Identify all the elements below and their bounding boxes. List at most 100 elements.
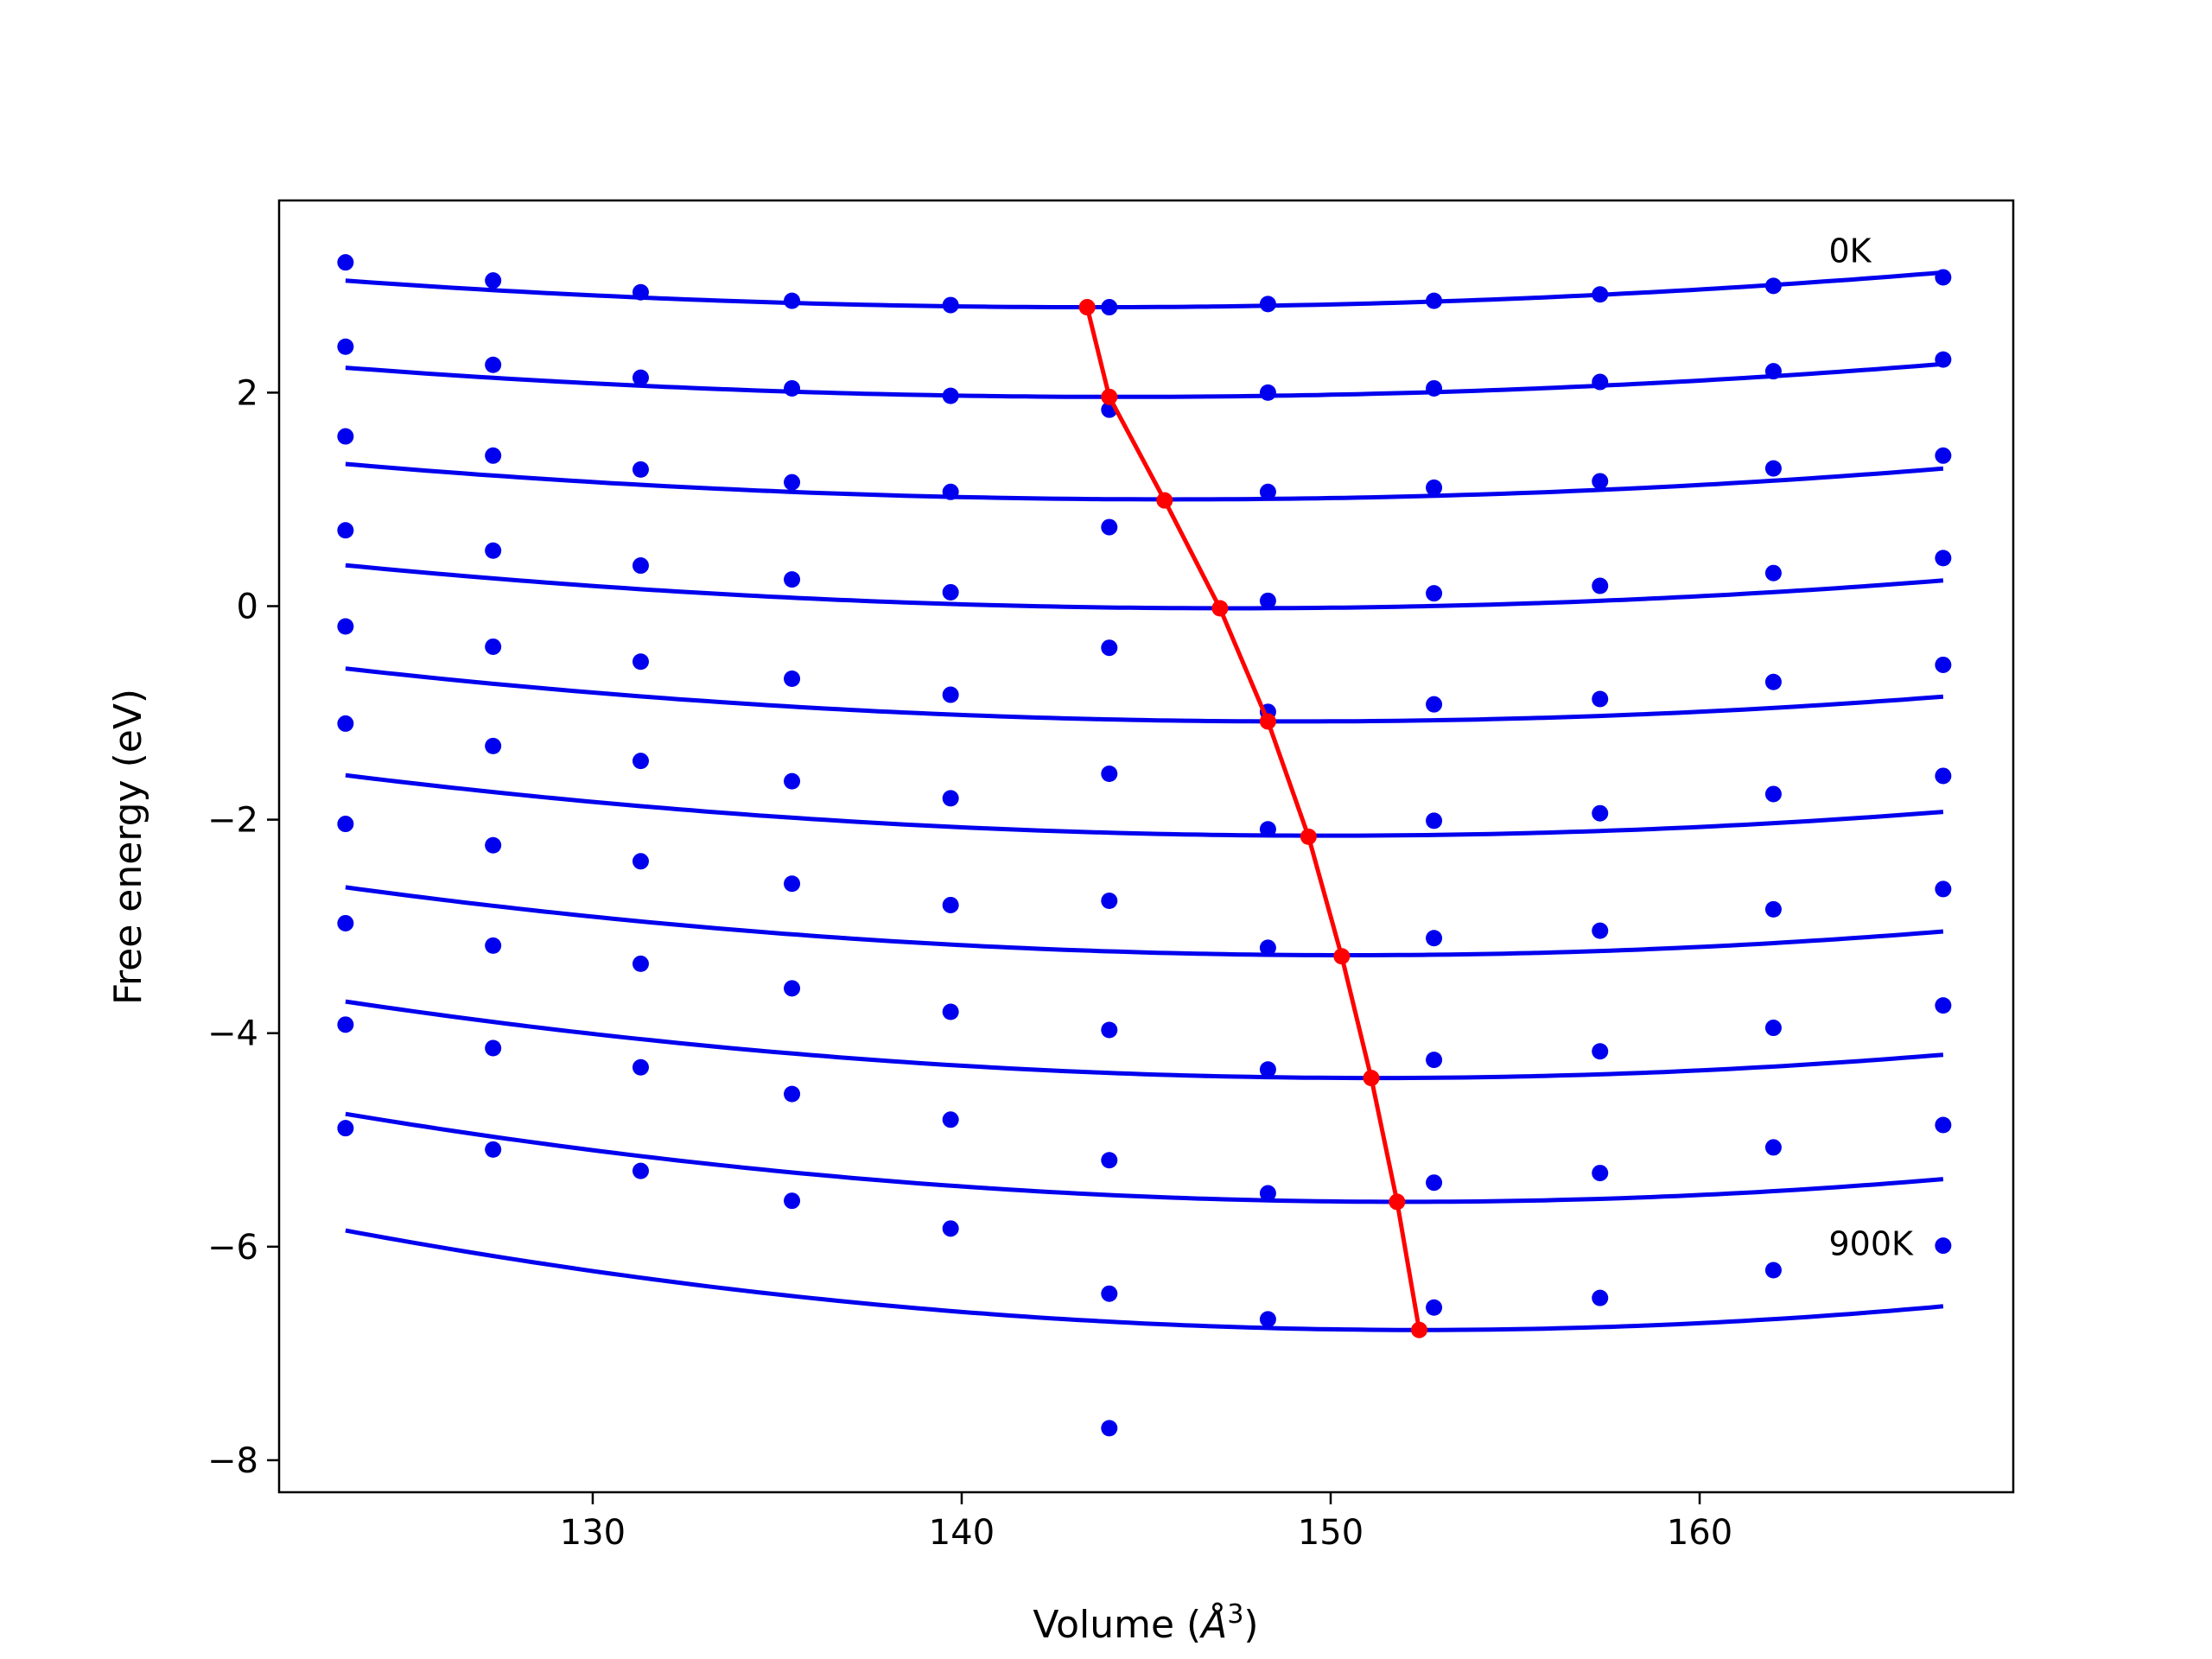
- y-tick-label-4: −6: [207, 1228, 258, 1268]
- data-point-9-3: [632, 1058, 649, 1076]
- data-point-8-6: [1101, 1152, 1118, 1169]
- data-point-7-4: [784, 875, 801, 893]
- data-point-10-11: [1935, 1237, 1952, 1255]
- y-tick-label-5: −8: [207, 1441, 258, 1481]
- data-point-4-5: [942, 583, 959, 601]
- data-point-5-5: [942, 686, 959, 703]
- data-point-9-6: [1101, 1285, 1118, 1302]
- fit-curve-9: [345, 1111, 1944, 1205]
- data-point-6-1: [337, 715, 354, 732]
- data-point-8-2: [485, 937, 502, 954]
- data-point-4-11: [1935, 550, 1952, 567]
- data-point-4-8: [1426, 585, 1443, 602]
- y-tick-label-0: 2: [237, 373, 258, 413]
- x-axis-ticks: 130 140 150 160: [560, 1492, 1732, 1553]
- data-point-2-5: [942, 387, 959, 404]
- data-point-6-9: [1592, 804, 1609, 822]
- data-point-8-1: [337, 914, 354, 931]
- data-point-10-9: [1592, 1289, 1609, 1306]
- data-point-6-10: [1764, 785, 1782, 803]
- data-point-10-8: [1426, 1299, 1443, 1316]
- y-tick-label-1: 0: [237, 588, 258, 627]
- data-point-8-8: [1426, 1052, 1443, 1069]
- data-point-9-5: [942, 1111, 959, 1128]
- data-point-7-8: [1426, 930, 1443, 947]
- y-axis-label: Free energy (eV): [106, 689, 150, 1005]
- data-point-3-10: [1764, 460, 1782, 477]
- data-point-5-6: [1101, 765, 1118, 782]
- fit-curve-10: [345, 1228, 1944, 1332]
- data-point-10-5: [942, 1220, 959, 1237]
- data-point-10-7: [1259, 1311, 1276, 1328]
- data-point-3-7: [1259, 483, 1276, 500]
- data-point-1-4: [784, 292, 801, 309]
- data-point-6-8: [1426, 812, 1443, 830]
- data-point-5-10: [1764, 673, 1782, 690]
- data-point-1-11: [1935, 269, 1952, 286]
- data-point-5-3: [632, 653, 649, 671]
- minimum-point-2: [1101, 388, 1118, 405]
- data-point-5-4: [784, 671, 801, 688]
- fit-curve-4: [345, 563, 1944, 611]
- minimum-energy-line: [1078, 299, 1427, 1338]
- data-point-4-7: [1259, 592, 1276, 609]
- data-point-7-11: [1935, 880, 1952, 898]
- data-point-4-10: [1764, 564, 1782, 582]
- data-point-7-10: [1764, 900, 1782, 918]
- x-axis-label-exponent: 3: [1227, 1599, 1243, 1630]
- data-point-7-3: [632, 853, 649, 870]
- x-tick-label-140: 140: [929, 1513, 995, 1553]
- x-tick-label-130: 130: [560, 1513, 626, 1553]
- data-point-4-1: [337, 522, 354, 539]
- data-point-6-5: [942, 790, 959, 807]
- data-point-9-1: [337, 1016, 354, 1033]
- x-tick-label-160: 160: [1667, 1513, 1732, 1553]
- fit-curve-7: [345, 885, 1944, 957]
- x-tick-label-150: 150: [1298, 1513, 1363, 1553]
- fit-curve-3: [345, 461, 1944, 502]
- data-point-1-5: [942, 296, 959, 314]
- data-point-6-4: [784, 772, 801, 790]
- data-point-3-1: [337, 428, 354, 445]
- data-point-2-4: [784, 379, 801, 397]
- data-point-10-6: [1101, 1420, 1118, 1437]
- data-point-3-5: [942, 483, 959, 500]
- data-points: [337, 254, 1952, 1437]
- data-point-9-8: [1426, 1174, 1443, 1192]
- data-point-9-9: [1592, 1165, 1609, 1182]
- data-point-3-9: [1592, 473, 1609, 490]
- data-point-9-11: [1935, 1116, 1952, 1134]
- data-point-10-2: [485, 1141, 502, 1158]
- data-point-8-3: [632, 955, 649, 972]
- data-point-3-2: [485, 447, 502, 464]
- data-point-3-11: [1935, 447, 1952, 464]
- data-point-2-8: [1426, 379, 1443, 397]
- fit-curve-2: [345, 361, 1944, 399]
- data-point-5-1: [337, 618, 354, 635]
- data-point-2-9: [1592, 373, 1609, 391]
- data-point-8-11: [1935, 997, 1952, 1014]
- fit-curve-1: [345, 270, 1944, 310]
- fit-curve-6: [345, 772, 1944, 838]
- data-point-8-5: [942, 1003, 959, 1020]
- annotations: 0K 900K: [1828, 232, 1914, 1263]
- data-point-4-2: [485, 542, 502, 559]
- data-point-2-11: [1935, 351, 1952, 368]
- data-point-3-4: [784, 474, 801, 491]
- minimum-point-9: [1389, 1193, 1406, 1211]
- annotation-2: 900K: [1828, 1225, 1914, 1263]
- minimum-line-path: [1084, 307, 1421, 1331]
- data-point-9-7: [1259, 1185, 1276, 1202]
- data-point-5-9: [1592, 690, 1609, 708]
- data-point-3-8: [1426, 479, 1443, 496]
- data-point-8-4: [784, 980, 801, 997]
- plot-frame: [277, 199, 2015, 1494]
- data-point-2-10: [1764, 363, 1782, 380]
- data-point-5-11: [1935, 656, 1952, 673]
- x-axis-label-symbol: Å: [1198, 1601, 1227, 1647]
- fit-curves: [345, 270, 1944, 1332]
- y-tick-label-2: −2: [207, 801, 258, 841]
- data-point-1-10: [1764, 277, 1782, 295]
- data-point-3-6: [1101, 518, 1118, 536]
- minimum-point-10: [1410, 1321, 1427, 1338]
